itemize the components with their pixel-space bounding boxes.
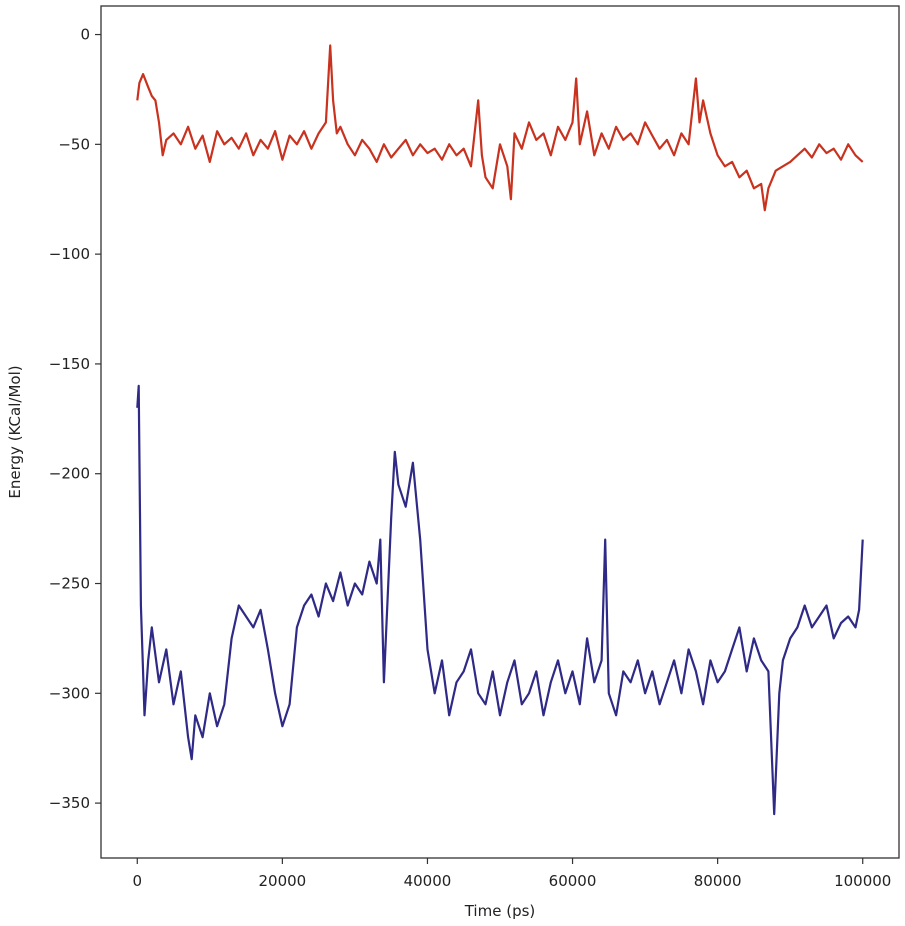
y-tick-label: −350 bbox=[49, 794, 90, 812]
y-axis-title: Energy (KCal/Mol) bbox=[6, 365, 24, 498]
x-tick-label: 20000 bbox=[259, 872, 307, 890]
x-axis-ticks: 0 20000 40000 60000 80000 100000 bbox=[132, 858, 891, 890]
y-tick-label: −150 bbox=[49, 355, 90, 373]
series-layer bbox=[136, 44, 864, 816]
y-tick-label: −50 bbox=[58, 135, 90, 153]
x-tick-label: 0 bbox=[132, 872, 142, 890]
plot-frame bbox=[100, 5, 900, 859]
plot-background bbox=[101, 6, 899, 858]
series-line-1 bbox=[136, 44, 864, 212]
y-tick-label: −250 bbox=[49, 575, 90, 593]
y-axis-ticks: 0 −50 −100 −150 −200 −250 −300 −350 bbox=[49, 26, 101, 812]
y-tick-label: 0 bbox=[80, 26, 90, 44]
series-line-2 bbox=[136, 384, 864, 816]
x-tick-label: 100000 bbox=[834, 872, 891, 890]
x-tick-label: 80000 bbox=[694, 872, 742, 890]
x-axis-title: Time (ps) bbox=[464, 902, 536, 920]
y-tick-label: −200 bbox=[49, 465, 90, 483]
y-tick-label: −100 bbox=[49, 245, 90, 263]
x-tick-label: 40000 bbox=[404, 872, 452, 890]
y-tick-label: −300 bbox=[49, 684, 90, 702]
x-tick-label: 60000 bbox=[549, 872, 597, 890]
